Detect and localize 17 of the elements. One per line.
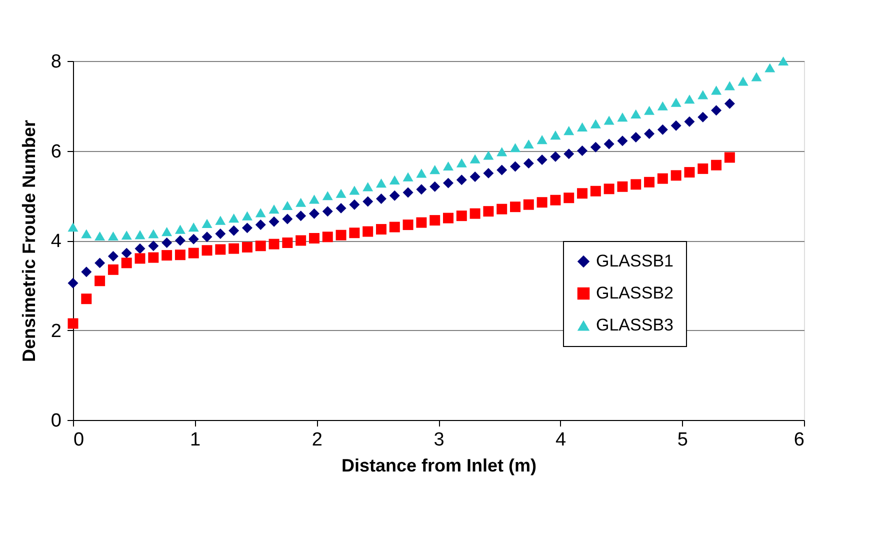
legend-label: GLASSB2	[596, 284, 674, 302]
legend-label: GLASSB3	[596, 316, 674, 334]
x-tick-label: 4	[556, 430, 567, 450]
x-tick-label: 0	[74, 430, 84, 450]
x-tick-label: 5	[677, 430, 688, 450]
y-tick-label: 2	[50, 320, 62, 342]
y-tick-label: 0	[50, 410, 62, 432]
x-tick-label: 6	[794, 430, 804, 450]
y-tick-label: 4	[50, 231, 62, 252]
x-tick-label: 2	[312, 430, 322, 450]
x-tick-label: 1	[190, 430, 201, 450]
x-axis-title: Distance from Inlet (m)	[341, 456, 537, 476]
y-axis-title: Densimetric Froude Number	[18, 120, 39, 362]
x-tick-label: 3	[434, 430, 444, 450]
y-tick-label: 8	[50, 52, 62, 72]
legend-label: GLASSB1	[596, 252, 674, 270]
y-tick-label: 6	[50, 141, 62, 162]
